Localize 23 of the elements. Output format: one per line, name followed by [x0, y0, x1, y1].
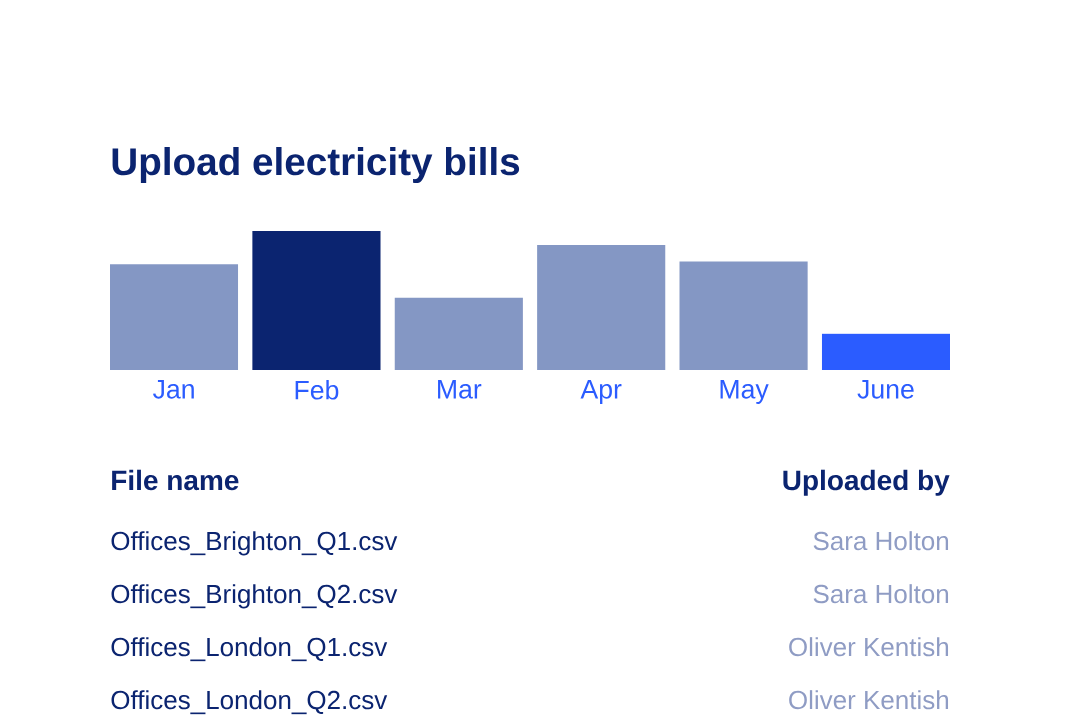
x-tick-label: June: [857, 380, 914, 399]
bar: [821, 333, 951, 370]
x-tick-label: Feb: [295, 380, 339, 400]
text: Uploaded by: [783, 469, 950, 496]
x-tick-label: Jan: [152, 380, 194, 399]
x-tick-label: May: [720, 380, 769, 404]
text: Offices_Brighton_Q2.csv: [111, 584, 398, 609]
text: Offices_Brighton_Q1.csv: [111, 531, 398, 556]
text: Sara Holton: [813, 584, 949, 604]
bar: [110, 264, 239, 370]
bar: [537, 244, 666, 370]
text: File name: [112, 469, 239, 491]
bar: [394, 297, 523, 370]
text: Offices_London_Q2.csv: [111, 690, 388, 715]
chart-title: Upload electricity bills: [112, 146, 520, 184]
x-tick-label: Apr: [580, 380, 622, 404]
x-tick-label: Mar: [438, 380, 482, 399]
bar: [679, 261, 808, 370]
text: Oliver Kentish: [789, 690, 949, 710]
text: Sara Holton: [813, 531, 949, 551]
text: Oliver Kentish: [789, 637, 949, 657]
bar: [252, 230, 381, 370]
text: Offices_London_Q1.csv: [111, 637, 388, 662]
